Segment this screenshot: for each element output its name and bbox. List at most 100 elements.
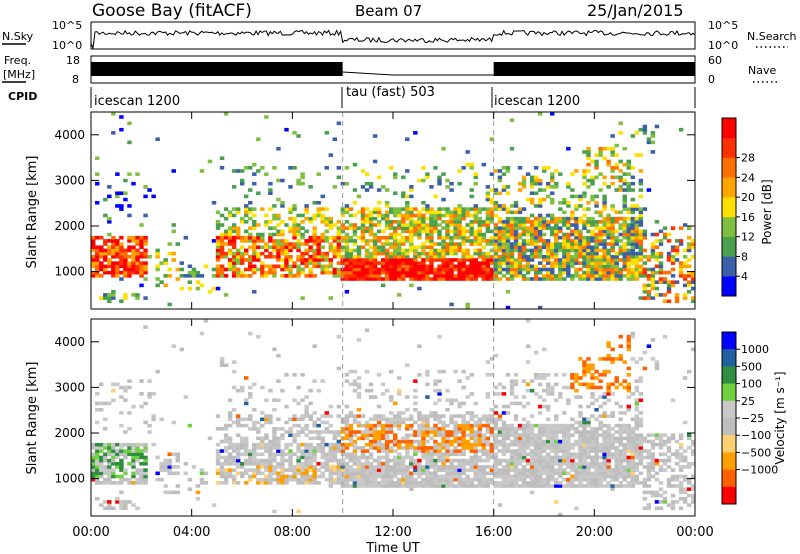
heatmap-cell	[558, 446, 563, 450]
heatmap-cell	[292, 261, 297, 265]
heatmap-cell	[376, 455, 382, 460]
heatmap-cell	[626, 442, 631, 447]
heatmap-cell	[626, 166, 631, 170]
heatmap-cell	[469, 430, 474, 434]
heatmap-cell	[288, 442, 293, 447]
heatmap-cell	[252, 471, 257, 476]
heatmap-cell	[634, 261, 640, 265]
heatmap-cell	[368, 270, 374, 275]
heatmap-cell	[227, 267, 233, 272]
heatmap-cell	[618, 277, 623, 281]
heatmap-cell	[529, 423, 535, 428]
heatmap-cell	[509, 146, 515, 151]
heatmap-cell	[481, 264, 487, 269]
heatmap-cell	[477, 471, 482, 476]
heatmap-cell	[405, 200, 410, 205]
heatmap-cell	[119, 481, 124, 485]
heatmap-cell	[537, 436, 543, 441]
heatmap-cell	[300, 398, 305, 403]
heatmap-cell	[674, 239, 680, 243]
heatmap-cell	[634, 420, 640, 425]
heatmap-cell	[336, 261, 342, 265]
heatmap-cell	[356, 430, 362, 434]
heatmap-cell	[626, 188, 631, 192]
heatmap-cell	[461, 414, 466, 418]
heatmap-cell	[248, 239, 253, 243]
heatmap-cell	[638, 420, 644, 425]
heatmap-cell	[493, 446, 499, 450]
heatmap-cell	[215, 452, 221, 457]
heatmap-cell	[461, 207, 466, 211]
heatmap-cell	[517, 270, 523, 275]
heatmap-cell	[674, 248, 680, 253]
heatmap-cell	[562, 484, 567, 488]
heatmap-cell	[517, 446, 523, 450]
heatmap-cell	[227, 235, 233, 240]
heatmap-cell	[252, 468, 257, 472]
heatmap-cell	[364, 449, 370, 453]
heatmap-cell	[453, 226, 458, 230]
heatmap-cell	[384, 277, 390, 281]
heatmap-cell	[380, 264, 386, 269]
heatmap-cell	[558, 220, 563, 224]
heatmap-cell	[244, 481, 249, 485]
heatmap-cell	[211, 503, 217, 507]
heatmap-cell	[276, 442, 281, 447]
heatmap-cell	[638, 220, 644, 224]
heatmap-cell	[449, 439, 454, 444]
heatmap-cell	[457, 204, 462, 208]
heatmap-cell	[260, 261, 265, 265]
heatmap-cell	[529, 264, 535, 269]
heatmap-cell	[235, 254, 241, 259]
heatmap-cell	[449, 188, 454, 192]
heatmap-cell	[477, 248, 482, 253]
heatmap-cell	[586, 248, 591, 253]
heatmap-cell	[622, 477, 627, 482]
heatmap-cell	[328, 430, 333, 434]
heatmap-cell	[590, 159, 595, 164]
heatmap-cell	[248, 449, 253, 453]
heatmap-cell	[348, 452, 354, 457]
heatmap-cell	[578, 382, 583, 387]
heatmap-cell	[219, 242, 225, 246]
heatmap-cell	[397, 254, 402, 259]
heatmap-cell	[352, 458, 358, 463]
heatmap-cell	[441, 197, 446, 202]
heatmap-cell	[384, 267, 390, 272]
heatmap-cell	[582, 172, 587, 176]
heatmap-cell	[248, 245, 253, 250]
heatmap-cell	[505, 166, 511, 170]
heatmap-cell	[525, 468, 531, 472]
heatmap-cell	[626, 210, 631, 215]
heatmap-cell	[586, 207, 591, 211]
heatmap-cell	[594, 439, 599, 444]
heatmap-cell	[280, 388, 285, 393]
heatmap-cell	[529, 254, 535, 259]
heatmap-cell	[626, 395, 631, 399]
heatmap-cell	[489, 477, 495, 482]
heatmap-cell	[300, 474, 305, 479]
heatmap-cell	[461, 436, 466, 441]
heatmap-cell	[461, 458, 466, 463]
heatmap-cell	[364, 423, 370, 428]
heatmap-cell	[533, 468, 539, 472]
heatmap-cell	[590, 395, 595, 399]
heatmap-cell	[441, 251, 446, 256]
heatmap-cell	[393, 229, 398, 234]
heatmap-cell	[99, 468, 104, 472]
heatmap-cell	[622, 379, 627, 383]
heatmap-cell	[95, 468, 100, 472]
heatmap-cell	[574, 427, 579, 431]
heatmap-cell	[654, 270, 660, 275]
heatmap-cell	[497, 264, 503, 269]
heatmap-cell	[546, 423, 551, 428]
heatmap-cell	[570, 442, 575, 447]
heatmap-cell	[417, 277, 422, 281]
heatmap-cell	[550, 229, 555, 234]
heatmap-cell	[332, 185, 338, 189]
heatmap-cell	[614, 261, 619, 265]
heatmap-cell	[324, 166, 329, 170]
heatmap-cell	[433, 210, 438, 215]
heatmap-cell	[469, 239, 474, 243]
heatmap-cell	[646, 258, 652, 262]
